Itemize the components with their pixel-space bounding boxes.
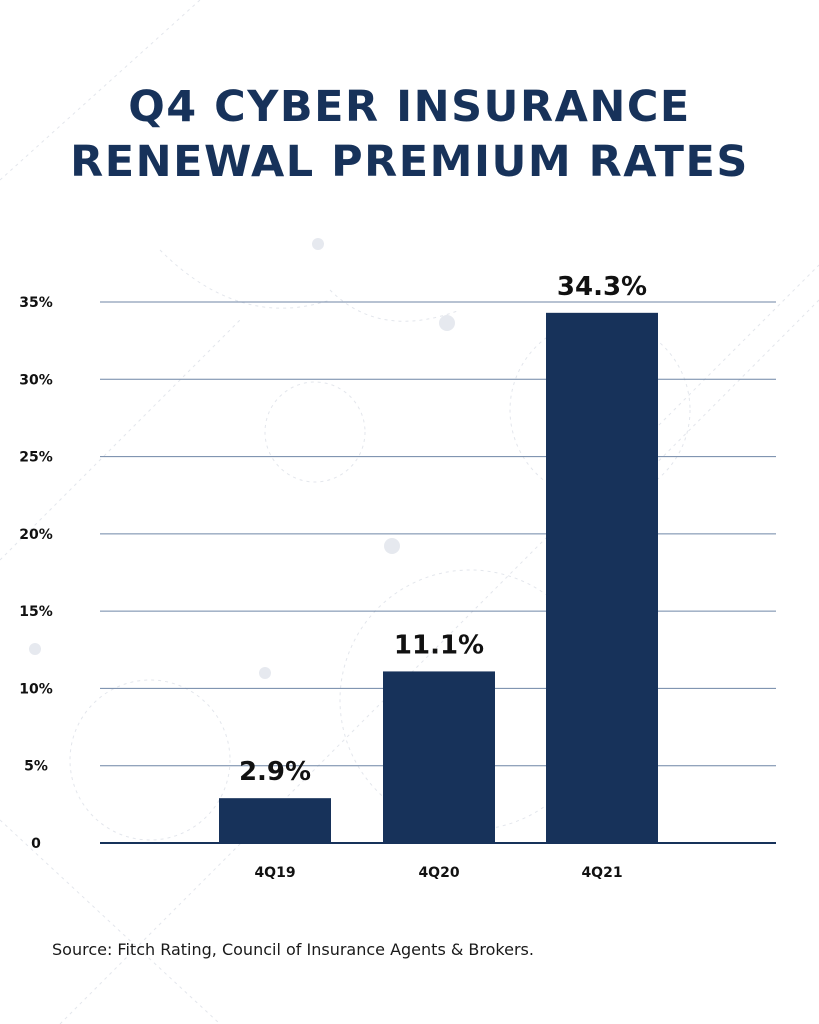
y-tick-label: 15%	[19, 604, 53, 620]
y-axis-ticks: 0 5% 10% 15% 20% 25% 30% 35%	[19, 295, 53, 852]
bar	[546, 312, 658, 843]
bar-value-label: 2.9%	[239, 757, 311, 787]
chart-title-line-2: RENEWAL PREMIUM RATES	[70, 137, 749, 187]
bar	[383, 671, 495, 843]
bar	[219, 798, 331, 843]
y-tick-label: 30%	[19, 372, 53, 388]
y-tick-label: 20%	[19, 527, 53, 543]
value-labels: 2.9% 11.1% 34.3%	[239, 272, 647, 787]
chart-title-line-1: Q4 CYBER INSURANCE	[128, 82, 691, 132]
bar-value-label: 34.3%	[557, 272, 647, 302]
x-axis-ticks: 4Q19 4Q20 4Q21	[254, 865, 622, 881]
bars	[219, 312, 658, 843]
x-tick-label: 4Q21	[581, 865, 622, 881]
y-tick-label: 0	[31, 836, 41, 852]
x-tick-label: 4Q20	[418, 865, 459, 881]
y-tick-label: 5%	[24, 759, 48, 775]
bar-value-label: 11.1%	[394, 630, 484, 660]
y-tick-label: 25%	[19, 450, 53, 466]
y-tick-label: 35%	[19, 295, 53, 311]
x-tick-label: 4Q19	[254, 865, 295, 881]
y-tick-label: 10%	[19, 681, 53, 697]
source-note: Source: Fitch Rating, Council of Insuran…	[52, 940, 534, 959]
